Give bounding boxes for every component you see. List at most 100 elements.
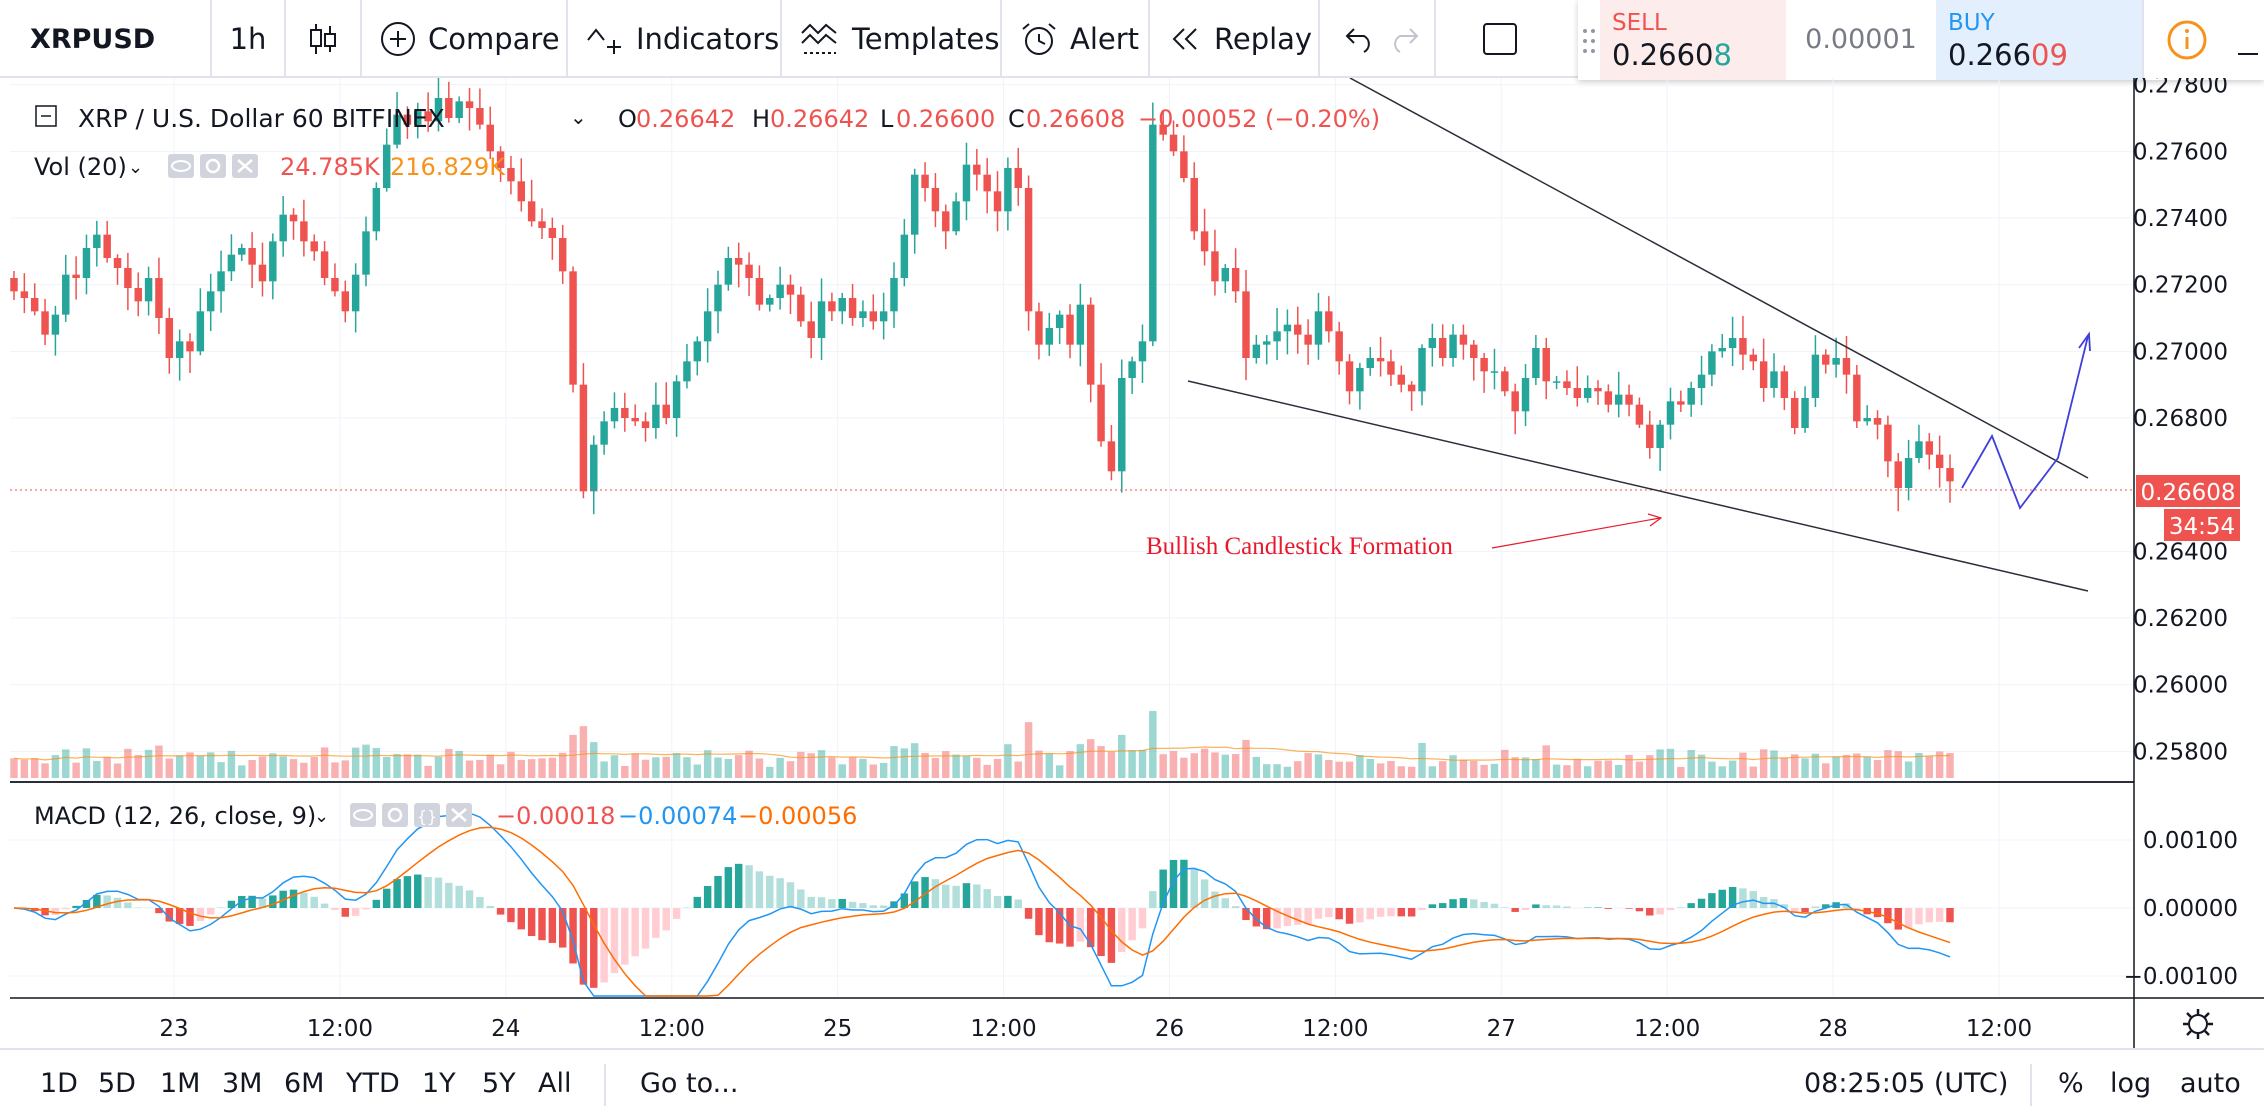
macd-hist-bar: [1211, 891, 1219, 908]
macd-close-icon[interactable]: [446, 803, 472, 827]
price-axis[interactable]: 0.27800 0.27600 0.27400 0.27200 0.27000 0.268…: [2133, 78, 2228, 765]
indicators-button[interactable]: Indicators: [568, 0, 782, 78]
macd-eye-icon[interactable]: [350, 803, 376, 827]
redo-icon[interactable]: [1388, 25, 1420, 53]
macd-hist-bar: [1646, 908, 1654, 916]
range-button-5d[interactable]: 5D: [98, 1068, 136, 1099]
macd-hist-bar: [1894, 908, 1902, 930]
log-toggle[interactable]: log: [2110, 1068, 2152, 1099]
range-button-3m[interactable]: 3M: [222, 1068, 263, 1099]
percent-toggle[interactable]: %: [2058, 1068, 2084, 1099]
series-dropdown-chevron-icon[interactable]: ⌄: [570, 105, 587, 129]
range-button-1m[interactable]: 1M: [160, 1068, 201, 1099]
undo-icon[interactable]: [1344, 25, 1376, 53]
goto-button[interactable]: Go to...: [640, 1068, 739, 1099]
close-icon[interactable]: [232, 154, 258, 178]
series-title[interactable]: XRP / U.S. Dollar 60 BITFINEX: [78, 104, 445, 133]
candle-body: [269, 241, 277, 282]
macd-axis[interactable]: 0.00100 0.00000 −0.00100: [2124, 828, 2238, 990]
macd-hist-bar: [538, 908, 546, 941]
eye-icon[interactable]: [168, 154, 194, 178]
macd-hist-bar: [869, 905, 878, 908]
volume-bar: [1397, 766, 1406, 778]
macd-hist-bar: [258, 898, 267, 908]
volume-bar: [1283, 766, 1292, 778]
price-tick-label: 0.26800: [2133, 406, 2228, 432]
macd-hist-bar: [372, 899, 381, 908]
countdown-text: 34:54: [2169, 514, 2235, 540]
candle-body: [590, 444, 598, 492]
drag-handle[interactable]: [1578, 0, 1600, 80]
macd-hist-bar: [1563, 906, 1571, 908]
macd-code-icon[interactable]: {}: [414, 803, 440, 827]
candle-body: [486, 124, 494, 152]
volume-bar: [962, 755, 971, 778]
volume-bar: [445, 748, 453, 778]
range-button-5y[interactable]: 5Y: [482, 1068, 516, 1099]
candle-body: [1118, 378, 1126, 472]
macd-hist-bar: [72, 905, 80, 908]
volume-bar: [351, 747, 360, 778]
candle-body: [1563, 381, 1571, 388]
candle-body: [217, 271, 225, 292]
alert-button[interactable]: Alert: [1002, 0, 1150, 78]
buy-button[interactable]: BUY 0.26609: [1936, 0, 2142, 80]
volume-bar: [1573, 758, 1582, 778]
chart-area[interactable]: Bullish Candlestick Formation 0.278000.2…: [0, 78, 2264, 1048]
info-button[interactable]: [2144, 0, 2232, 80]
volume-bars: [10, 711, 1954, 778]
range-button-1d[interactable]: 1D: [40, 1068, 78, 1099]
range-button-6m[interactable]: 6M: [284, 1068, 325, 1099]
replay-button[interactable]: Replay: [1150, 0, 1320, 78]
settings-gear-icon[interactable]: [2183, 1009, 2213, 1039]
fullscreen-button[interactable]: [1460, 0, 1540, 78]
sell-button[interactable]: SELL 0.26608: [1600, 0, 1786, 80]
macd-hist-bar: [1335, 908, 1343, 920]
macd-hist-bar: [1873, 908, 1882, 918]
close-label: C: [1008, 105, 1025, 133]
macd-label[interactable]: MACD (12, 26, close, 9): [34, 802, 316, 830]
candle-body: [797, 294, 805, 322]
candle-body: [113, 258, 122, 268]
candle-body: [196, 311, 205, 352]
range-button-ytd[interactable]: YTD: [346, 1068, 400, 1099]
templates-button[interactable]: Templates: [782, 0, 1002, 78]
macd-dropdown-chevron-icon[interactable]: ⌄: [314, 806, 329, 827]
symbol-search-button[interactable]: XRPUSD: [0, 0, 212, 78]
macd-tick-label: 0.00100: [2143, 828, 2238, 854]
compare-button[interactable]: Compare: [362, 0, 568, 78]
candle-body: [1853, 374, 1861, 422]
candle-body: [124, 268, 132, 288]
candle-body: [1625, 394, 1633, 405]
candle-body: [1666, 401, 1675, 425]
macd-hist-bar: [734, 863, 743, 908]
macd-hist-bar: [1438, 903, 1447, 908]
time-axis[interactable]: 23 12:00 24 12:00 25 12:00 26 12:00 27 12:00 28 12:…: [159, 1016, 2032, 1042]
volume-bar: [1532, 759, 1540, 778]
minimize-button[interactable]: [2232, 0, 2264, 80]
candle-body: [1107, 441, 1116, 472]
volume-label[interactable]: Vol (20): [34, 153, 127, 181]
interval-button[interactable]: 1h: [212, 0, 286, 78]
volume-bar: [382, 757, 391, 778]
candle-body: [62, 274, 70, 315]
gear-icon[interactable]: [200, 154, 226, 178]
candle-body: [465, 101, 474, 108]
volume-bar: [1014, 761, 1022, 778]
clock-display[interactable]: 08:25:05 (UTC): [1804, 1068, 2009, 1099]
macd-gear-icon[interactable]: [382, 803, 408, 827]
volume-dropdown-chevron-icon[interactable]: ⌄: [128, 157, 143, 178]
volume-bar: [1884, 750, 1892, 778]
info-icon: [2167, 20, 2207, 60]
chart-style-button[interactable]: [286, 0, 362, 78]
candle-body: [1335, 331, 1343, 362]
range-button-1y[interactable]: 1Y: [422, 1068, 456, 1099]
candle-body: [1739, 338, 1747, 355]
range-button-all[interactable]: All: [538, 1068, 572, 1099]
candle-body: [569, 271, 577, 385]
macd-hist-bar: [507, 908, 515, 923]
candle-body: [766, 298, 774, 305]
auto-toggle[interactable]: auto: [2180, 1068, 2241, 1099]
macd-hist-bar: [621, 908, 629, 965]
volume-bar: [776, 757, 784, 778]
